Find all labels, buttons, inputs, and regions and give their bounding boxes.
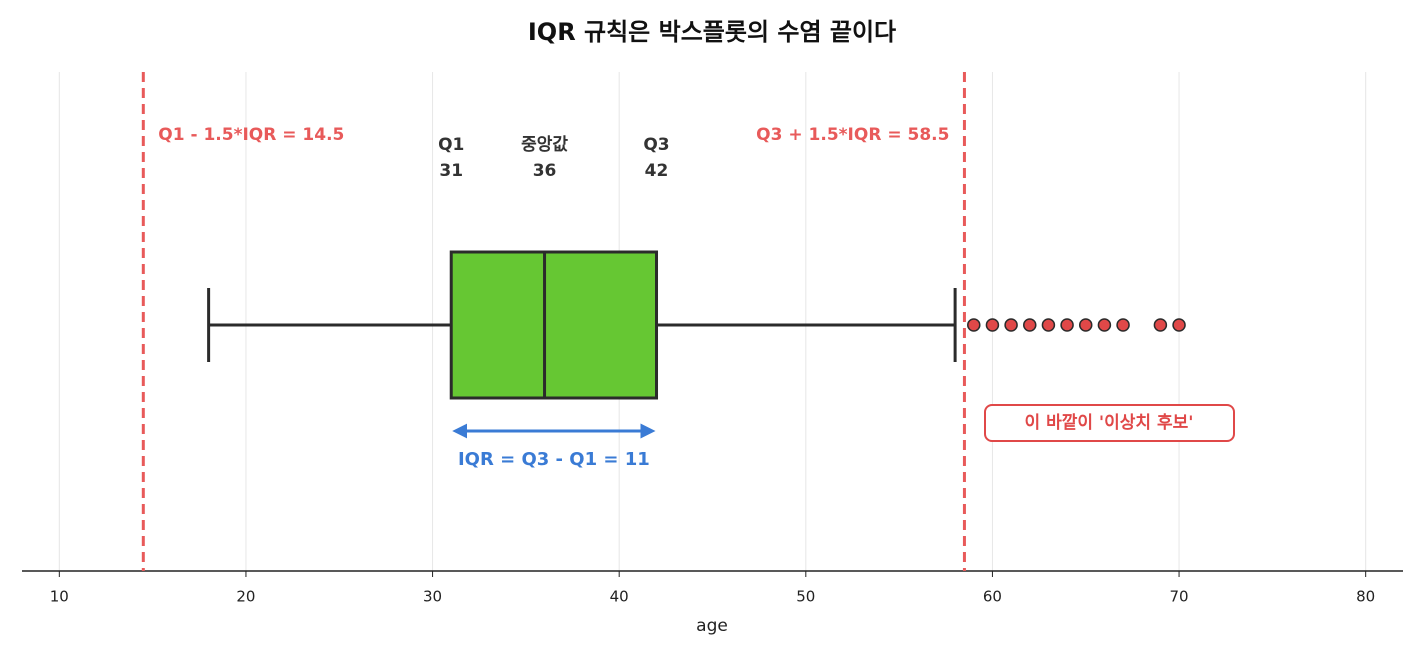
outlier: [985, 318, 1000, 332]
outlier-annotation: 이 바깥이 '이상치 후보': [1025, 412, 1194, 433]
box-label: Q1: [438, 135, 464, 155]
chart-title: IQR 규칙은 박스플롯의 수염 끝이다: [528, 18, 896, 46]
outlier: [1116, 318, 1130, 332]
annotation-box: [984, 404, 1235, 442]
outlier: [1078, 318, 1093, 332]
outlier: [1153, 318, 1168, 332]
outlier: [967, 318, 981, 332]
x-tick-label: 30: [423, 588, 442, 606]
box-value: 36: [533, 161, 557, 181]
x-tick-label: 20: [236, 588, 255, 606]
fence-label: Q3 + 1.5*IQR = 58.5: [756, 125, 949, 145]
x-tick-label: 40: [610, 588, 629, 606]
x-axis-label: age: [696, 616, 728, 636]
x-tick-label: 50: [796, 588, 815, 606]
outlier: [1041, 318, 1056, 332]
box-label: Q3: [643, 135, 669, 155]
iqr-label: IQR = Q3 - Q1 = 11: [458, 449, 650, 470]
x-tick-label: 60: [983, 588, 1002, 606]
x-tick-label: 10: [50, 588, 69, 606]
box-label: 중앙값: [521, 135, 568, 155]
box: [449, 250, 659, 400]
outlier: [1023, 318, 1037, 332]
box-value: 31: [439, 161, 463, 181]
outlier: [1060, 318, 1074, 332]
outlier: [1097, 318, 1112, 332]
x-tick-label: 80: [1356, 588, 1375, 606]
outlier: [1172, 318, 1186, 332]
box-value: 42: [645, 161, 669, 181]
outlier: [1004, 318, 1018, 332]
fence-label: Q1 - 1.5*IQR = 14.5: [158, 125, 344, 145]
x-tick-label: 70: [1170, 588, 1189, 606]
